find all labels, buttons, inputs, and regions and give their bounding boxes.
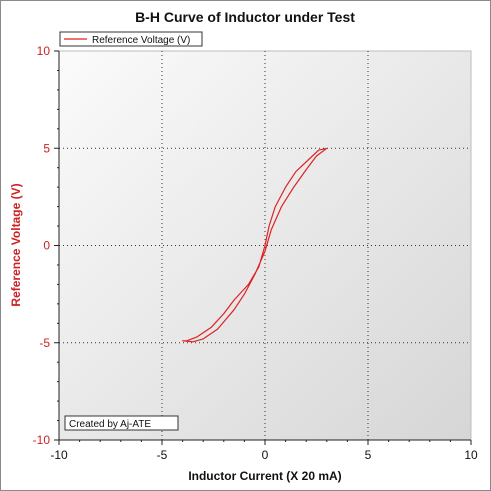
x-tick-label: -10 bbox=[50, 448, 68, 462]
y-axis-ticks: -10 -5 0 5 10 bbox=[33, 44, 59, 447]
series-line bbox=[182, 147, 328, 343]
chart-title: B-H Curve of Inductor under Test bbox=[135, 9, 355, 25]
x-tick-label: 5 bbox=[365, 448, 372, 462]
grid-lines bbox=[59, 51, 471, 440]
y-tick-label: 5 bbox=[43, 141, 50, 155]
data-series bbox=[182, 147, 328, 343]
y-tick-label: -5 bbox=[39, 336, 50, 350]
x-tick-label: 10 bbox=[464, 448, 478, 462]
credit-annotation: Created by Aj-ATE bbox=[64, 415, 179, 431]
y-tick-label: -10 bbox=[33, 433, 51, 447]
x-axis-ticks: -10 -5 0 5 10 bbox=[50, 440, 478, 462]
credit-text: Created by Aj-ATE bbox=[69, 419, 151, 430]
legend-box bbox=[59, 31, 203, 47]
x-tick-label: 0 bbox=[262, 448, 269, 462]
x-tick-label: -5 bbox=[157, 448, 168, 462]
y-axis-label: Reference Voltage (V) bbox=[9, 183, 23, 306]
legend-label: Reference Voltage (V) bbox=[92, 35, 190, 46]
x-axis-label: Inductor Current (X 20 mA) bbox=[188, 469, 341, 483]
legend: Reference Voltage (V) bbox=[59, 31, 203, 47]
y-tick-label: 10 bbox=[37, 44, 51, 58]
credit-box bbox=[64, 415, 179, 431]
y-tick-label: 0 bbox=[43, 239, 50, 253]
